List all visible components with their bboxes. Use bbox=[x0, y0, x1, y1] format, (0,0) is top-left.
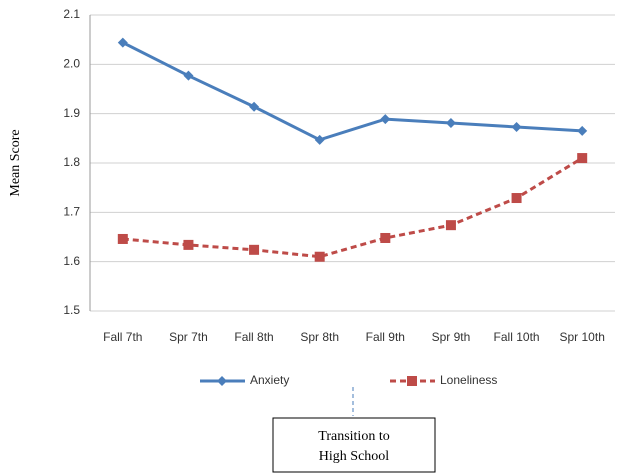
marker bbox=[407, 376, 417, 386]
marker bbox=[445, 118, 456, 129]
x-tick-label: Fall 8th bbox=[234, 330, 273, 344]
annotation-text: High School bbox=[319, 449, 390, 464]
marker bbox=[445, 220, 456, 231]
y-tick-label: 1.9 bbox=[63, 106, 80, 120]
x-tick-label: Spr 10th bbox=[560, 330, 605, 344]
marker bbox=[117, 37, 128, 48]
annotation-box bbox=[272, 417, 436, 473]
marker bbox=[183, 70, 194, 81]
y-tick-label: 1.6 bbox=[63, 254, 80, 268]
legend-label: Loneliness bbox=[440, 373, 497, 387]
marker bbox=[314, 134, 325, 145]
marker bbox=[380, 114, 391, 125]
y-tick-label: 1.5 bbox=[63, 303, 80, 317]
marker bbox=[183, 239, 194, 250]
marker bbox=[380, 232, 391, 243]
marker bbox=[511, 193, 522, 204]
marker bbox=[577, 125, 588, 136]
x-tick-label: Fall 9th bbox=[366, 330, 405, 344]
y-axis-label: Mean Score bbox=[8, 129, 23, 196]
y-tick-label: 2.1 bbox=[63, 7, 80, 21]
x-tick-label: Spr 9th bbox=[432, 330, 471, 344]
annotation-text: Transition to bbox=[318, 429, 389, 444]
x-tick-label: Fall 10th bbox=[494, 330, 540, 344]
x-tick-label: Spr 8th bbox=[300, 330, 339, 344]
y-tick-label: 1.8 bbox=[63, 155, 80, 169]
marker bbox=[117, 233, 128, 244]
marker bbox=[577, 153, 588, 164]
y-tick-label: 2.0 bbox=[63, 57, 80, 71]
marker bbox=[249, 101, 260, 112]
marker bbox=[217, 376, 227, 386]
y-tick-label: 1.7 bbox=[63, 205, 80, 219]
series-line bbox=[122, 156, 583, 259]
marker bbox=[314, 251, 325, 262]
x-tick-label: Spr 7th bbox=[169, 330, 208, 344]
marker bbox=[249, 244, 260, 255]
legend-label: Anxiety bbox=[250, 373, 289, 387]
series-line bbox=[122, 41, 583, 142]
x-tick-label: Fall 7th bbox=[103, 330, 142, 344]
marker bbox=[511, 121, 522, 132]
